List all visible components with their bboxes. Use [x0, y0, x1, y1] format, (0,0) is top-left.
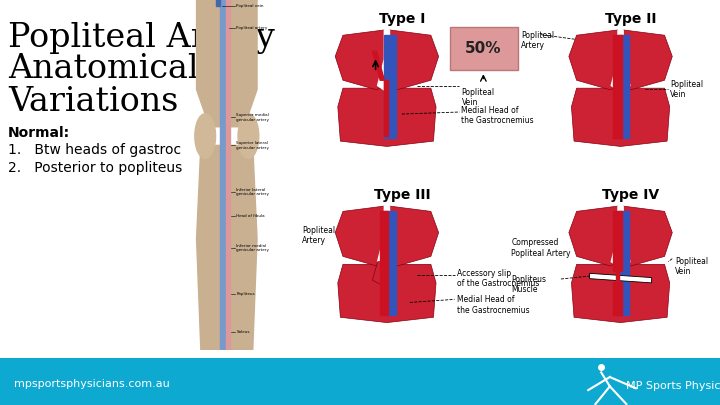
Text: Popliteal Artery: Popliteal Artery	[8, 22, 275, 54]
Circle shape	[238, 114, 258, 158]
Polygon shape	[621, 30, 672, 90]
Text: Popliteal
Vein: Popliteal Vein	[675, 257, 708, 276]
Polygon shape	[618, 35, 629, 139]
Polygon shape	[338, 88, 436, 147]
Text: Superior medial
genicular artery: Superior medial genicular artery	[236, 113, 269, 122]
Text: Head of fibula: Head of fibula	[236, 214, 265, 218]
Polygon shape	[621, 206, 672, 266]
Text: Medial Head of
the Gastrocnemius: Medial Head of the Gastrocnemius	[456, 295, 529, 315]
Text: Medial Head of
the Gastrocnemius: Medial Head of the Gastrocnemius	[462, 106, 534, 125]
Polygon shape	[572, 264, 670, 322]
Text: Type II: Type II	[605, 12, 656, 26]
Text: Normal:: Normal:	[8, 126, 70, 140]
FancyBboxPatch shape	[449, 28, 518, 70]
Polygon shape	[197, 0, 257, 127]
Text: Type III: Type III	[374, 188, 430, 202]
Text: Type I: Type I	[379, 12, 425, 26]
Polygon shape	[336, 206, 390, 266]
Polygon shape	[0, 358, 720, 405]
Polygon shape	[220, 0, 225, 350]
Polygon shape	[569, 206, 623, 266]
Text: 1.   Btw heads of gastroc: 1. Btw heads of gastroc	[8, 143, 181, 157]
Text: Popliteal
Vein: Popliteal Vein	[670, 80, 703, 99]
Text: 50%: 50%	[465, 41, 502, 56]
Polygon shape	[611, 30, 630, 92]
Polygon shape	[338, 264, 436, 322]
Polygon shape	[372, 51, 384, 80]
Polygon shape	[379, 211, 388, 315]
Polygon shape	[613, 282, 621, 315]
Polygon shape	[572, 88, 670, 147]
Polygon shape	[197, 145, 257, 350]
Text: Popliteal vein: Popliteal vein	[236, 4, 264, 8]
Polygon shape	[372, 262, 386, 286]
Polygon shape	[384, 35, 396, 139]
Circle shape	[195, 114, 215, 158]
Text: Soleus: Soleus	[236, 330, 250, 334]
Text: Popliteal artery: Popliteal artery	[236, 26, 268, 30]
Polygon shape	[569, 30, 623, 90]
Text: Popliteus: Popliteus	[236, 292, 255, 296]
Text: Inferior lateral
genicular artery: Inferior lateral genicular artery	[236, 188, 269, 196]
Polygon shape	[377, 30, 396, 92]
Text: Accessory slip
of the Gastrocnemius: Accessory slip of the Gastrocnemius	[456, 269, 539, 288]
Polygon shape	[590, 273, 652, 283]
Text: Variations: Variations	[8, 85, 179, 117]
Text: Inferior medial
genicular artery: Inferior medial genicular artery	[236, 243, 269, 252]
Text: Compressed
Popliteal Artery: Compressed Popliteal Artery	[511, 238, 571, 258]
Polygon shape	[0, 358, 720, 366]
Polygon shape	[616, 271, 618, 282]
Polygon shape	[613, 211, 621, 271]
Text: Superior lateral
genicular artery: Superior lateral genicular artery	[236, 141, 269, 150]
Text: 2.   Posterior to popliteus: 2. Posterior to popliteus	[8, 161, 182, 175]
Polygon shape	[384, 80, 388, 136]
Polygon shape	[388, 30, 438, 90]
Ellipse shape	[618, 65, 629, 80]
Polygon shape	[336, 30, 390, 90]
Polygon shape	[388, 206, 438, 266]
Text: Popliteal
Artery: Popliteal Artery	[521, 30, 554, 50]
Text: Type IV: Type IV	[602, 188, 659, 202]
Polygon shape	[217, 0, 220, 6]
Text: Anatomical: Anatomical	[8, 53, 199, 85]
Polygon shape	[618, 211, 629, 315]
Polygon shape	[613, 35, 621, 139]
Text: mpsportsphysicians.com.au: mpsportsphysicians.com.au	[14, 379, 170, 389]
Polygon shape	[226, 0, 230, 350]
Text: Popliteus
Muscle: Popliteus Muscle	[511, 275, 546, 294]
Text: Popliteal
Artery: Popliteal Artery	[302, 226, 336, 245]
Polygon shape	[611, 206, 630, 268]
Text: Popliteal
Vein: Popliteal Vein	[462, 87, 495, 107]
Polygon shape	[384, 211, 396, 315]
Polygon shape	[377, 206, 396, 268]
Text: MP Sports Physicians: MP Sports Physicians	[626, 382, 720, 391]
